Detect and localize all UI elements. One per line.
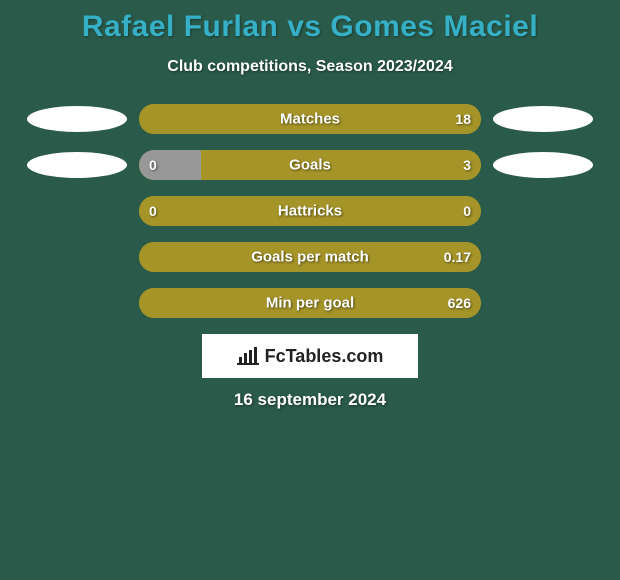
stats-list: Matches 18 Goals 0 3 Hattricks 0 0 Goals per mat…	[0, 104, 620, 318]
stat-row: Matches 18	[0, 104, 620, 134]
stat-value-left: 0	[149, 157, 157, 173]
subtitle: Club competitions, Season 2023/2024	[0, 58, 620, 76]
spacer	[493, 244, 593, 270]
bar-chart-icon	[237, 347, 259, 365]
stat-row: Min per goal 626	[0, 288, 620, 318]
player-right-marker	[493, 106, 593, 132]
generated-date: 16 september 2024	[0, 390, 620, 410]
stat-value-right: 3	[463, 157, 471, 173]
stat-row: Goals 0 3	[0, 150, 620, 180]
spacer	[27, 290, 127, 316]
page-title: Rafael Furlan vs Gomes Maciel	[0, 10, 620, 44]
branding-badge[interactable]: FcTables.com	[202, 334, 418, 378]
stat-value-left: 0	[149, 203, 157, 219]
branding-text: FcTables.com	[265, 346, 384, 367]
bar-fill-right	[201, 150, 481, 180]
stat-row: Hattricks 0 0	[0, 196, 620, 226]
player-right-marker	[493, 152, 593, 178]
spacer	[493, 290, 593, 316]
stat-bar: Goals per match 0.17	[139, 242, 481, 272]
comparison-card: Rafael Furlan vs Gomes Maciel Club compe…	[0, 0, 620, 580]
stat-label: Matches	[280, 111, 340, 128]
stat-bar: Min per goal 626	[139, 288, 481, 318]
stat-value-right: 626	[448, 295, 471, 311]
stat-label: Goals per match	[251, 249, 369, 266]
stat-label: Min per goal	[266, 295, 354, 312]
player-left-marker	[27, 152, 127, 178]
stat-value-right: 0.17	[444, 249, 471, 265]
spacer	[493, 198, 593, 224]
stat-bar: Hattricks 0 0	[139, 196, 481, 226]
stat-label: Goals	[289, 157, 331, 174]
spacer	[27, 198, 127, 224]
stat-label: Hattricks	[278, 203, 342, 220]
stat-value-right: 0	[463, 203, 471, 219]
spacer	[27, 244, 127, 270]
stat-row: Goals per match 0.17	[0, 242, 620, 272]
stat-bar: Matches 18	[139, 104, 481, 134]
stat-value-right: 18	[455, 111, 471, 127]
player-left-marker	[27, 106, 127, 132]
stat-bar: Goals 0 3	[139, 150, 481, 180]
